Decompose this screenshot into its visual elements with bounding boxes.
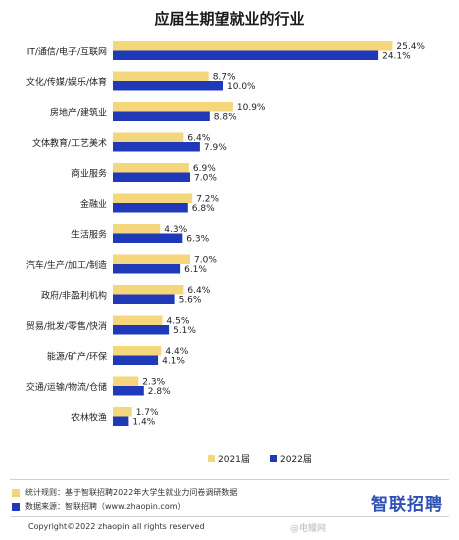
value-label-2021: 7.0%	[194, 256, 217, 266]
category-label: 文体教育/工艺美术	[32, 137, 107, 149]
category-label: 交通/运输/物流/仓储	[26, 381, 107, 393]
value-label-2021: 7.2%	[196, 195, 219, 205]
value-label-2022: 5.6%	[179, 296, 202, 306]
value-label-2022: 24.1%	[382, 52, 411, 62]
bar-2021	[113, 254, 190, 264]
bar-2021	[113, 346, 162, 356]
note-source-swatch	[12, 502, 20, 511]
value-label-2022: 5.1%	[173, 326, 196, 336]
bar-2021	[113, 407, 132, 417]
value-label-2022: 2.8%	[148, 387, 171, 397]
note-rule-text: 统计规则：基于智联招聘2022年大学生就业力问卷调研数据	[25, 488, 238, 497]
value-label-2021: 4.5%	[167, 317, 190, 327]
value-label-2021: 6.4%	[187, 286, 210, 296]
value-label-2021: 6.4%	[187, 134, 210, 144]
bar-chart: IT/通信/电子/互联网25.4%24.1%文化/传媒/娱乐/体育8.7%10.…	[26, 41, 425, 465]
value-label-2022: 6.8%	[192, 204, 215, 214]
note-source-text: 数据来源：智联招聘（www.zhaopin.com）	[25, 502, 186, 511]
value-label-2021: 4.4%	[165, 347, 188, 357]
brand-logo: 智联招聘	[371, 495, 443, 515]
category-label: 生活服务	[71, 229, 107, 241]
bar-2022	[113, 264, 181, 274]
watermark: @电鳗网	[290, 524, 327, 534]
value-label-2021: 8.7%	[213, 73, 236, 83]
legend-swatch-2021	[208, 455, 215, 462]
copyright-text: Copyright©2022 zhaopin all rights reserv…	[28, 522, 205, 531]
bar-2021	[113, 285, 184, 295]
category-label: 贸易/批发/零售/快消	[26, 320, 107, 332]
bar-2021	[113, 193, 193, 203]
value-label-2021: 25.4%	[396, 42, 425, 52]
note-rule: 统计规则：基于智联招聘2022年大学生就业力问卷调研数据	[12, 487, 237, 498]
value-label-2022: 1.4%	[132, 418, 155, 428]
bar-2022	[113, 172, 190, 182]
bar-2022	[113, 325, 170, 335]
category-label: 文化/传媒/娱乐/体育	[26, 76, 107, 88]
legend-swatch-2022	[270, 455, 277, 462]
bar-2021	[113, 132, 184, 142]
category-label: 房地产/建筑业	[50, 107, 107, 119]
bar-2021	[113, 315, 163, 325]
value-label-2022: 8.8%	[214, 113, 237, 123]
category-label: 政府/非盈利机构	[41, 290, 107, 302]
category-label: IT/通信/电子/互联网	[27, 46, 107, 58]
value-label-2022: 6.1%	[184, 265, 207, 275]
value-label-2021: 1.7%	[136, 408, 159, 418]
bar-2021	[113, 102, 233, 112]
bar-2022	[113, 203, 188, 213]
bar-2022	[113, 416, 129, 426]
bar-2022	[113, 355, 159, 365]
category-label: 能源/矿产/环保	[47, 351, 107, 363]
value-label-2021: 6.9%	[193, 164, 216, 174]
bar-2021	[113, 163, 189, 173]
value-label-2022: 6.3%	[186, 235, 209, 245]
bar-2022	[113, 294, 175, 304]
category-label: 汽车/生产/加工/制造	[26, 259, 107, 271]
value-label-2021: 2.3%	[142, 378, 165, 388]
value-label-2022: 4.1%	[162, 357, 185, 367]
note-rule-swatch	[12, 488, 20, 497]
value-label-2021: 10.9%	[237, 103, 266, 113]
bar-2021	[113, 41, 393, 51]
value-label-2022: 10.0%	[227, 82, 256, 92]
bar-2022	[113, 386, 144, 396]
category-label: 商业服务	[71, 168, 107, 180]
bar-2022	[113, 142, 200, 152]
category-label: 金融业	[80, 198, 107, 210]
bar-2022	[113, 233, 183, 243]
legend-label-2021: 2021届	[218, 454, 250, 465]
bar-2021	[113, 376, 139, 386]
value-label-2022: 7.0%	[194, 174, 217, 184]
chart-title: 应届生期望就业的行业	[154, 10, 305, 28]
bar-2021	[113, 224, 161, 234]
bar-2022	[113, 81, 223, 91]
category-label: 农林牧渔	[71, 412, 107, 424]
footer-divider-bottom	[10, 516, 449, 517]
bar-2022	[113, 50, 379, 60]
bar-2022	[113, 111, 210, 121]
value-label-2021: 4.3%	[164, 225, 187, 235]
value-label-2022: 7.9%	[204, 143, 227, 153]
footer-divider	[10, 479, 449, 480]
legend-label-2022: 2022届	[280, 454, 312, 465]
bar-2021	[113, 71, 209, 81]
note-source: 数据来源：智联招聘（www.zhaopin.com）	[12, 501, 186, 512]
